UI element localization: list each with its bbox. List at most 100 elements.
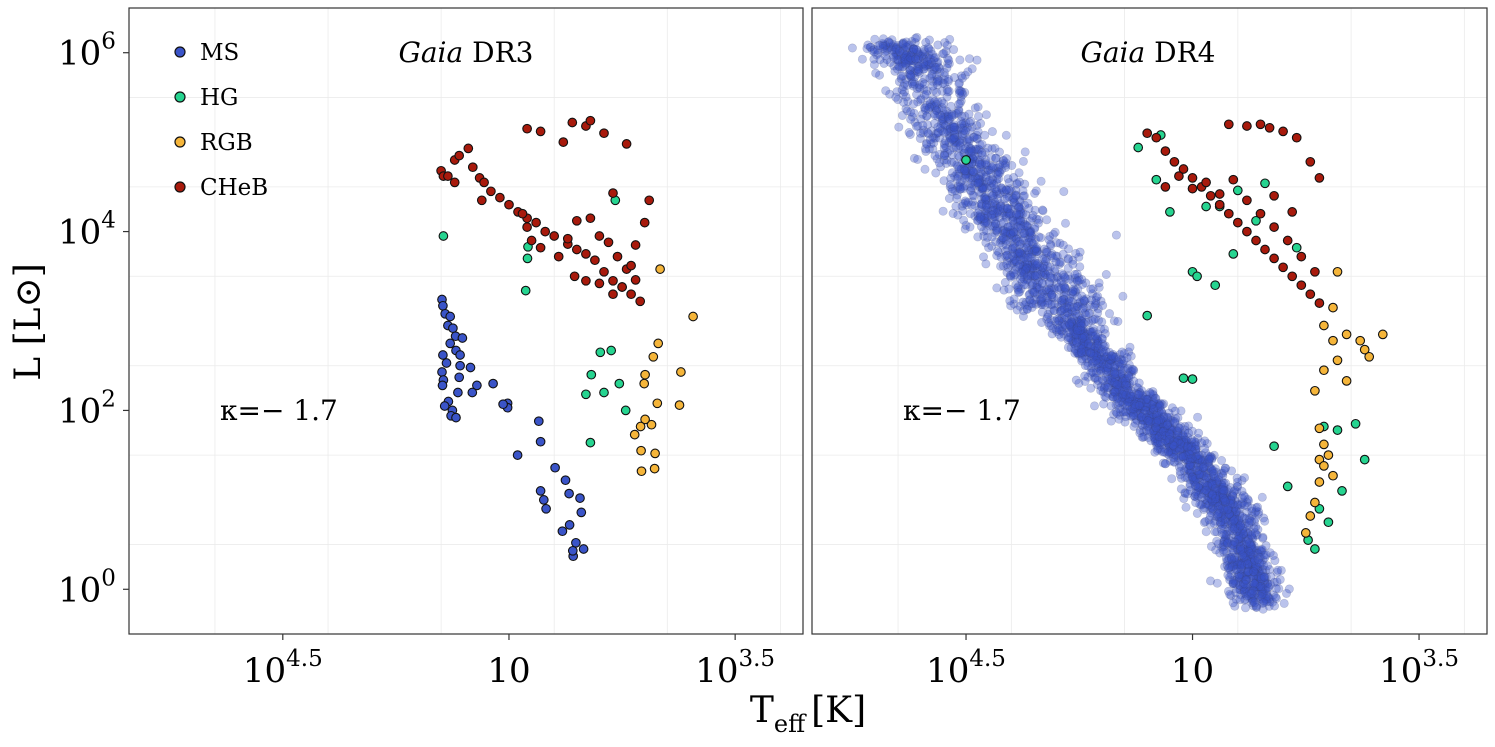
ms-point bbox=[1219, 510, 1229, 520]
ms-point bbox=[1018, 217, 1028, 227]
cheb-point bbox=[594, 231, 605, 241]
ms-point bbox=[1009, 299, 1019, 309]
ms-point bbox=[1114, 381, 1124, 391]
ms-point bbox=[1005, 204, 1015, 214]
ms-point bbox=[1225, 508, 1235, 518]
ms-point bbox=[1195, 499, 1205, 509]
ms-point bbox=[913, 49, 923, 59]
ms-point bbox=[1102, 351, 1112, 361]
hg-point bbox=[1178, 373, 1189, 384]
ms-point bbox=[1086, 347, 1096, 357]
ms-point bbox=[1105, 365, 1115, 375]
ms-point bbox=[1143, 418, 1153, 428]
ms-point bbox=[1030, 244, 1040, 254]
ms-point bbox=[1060, 272, 1070, 282]
ms-point bbox=[1117, 355, 1127, 365]
cheb-point bbox=[1282, 235, 1293, 246]
ms-point bbox=[1083, 372, 1093, 382]
ms-point bbox=[1060, 282, 1070, 292]
ms-point bbox=[1162, 418, 1172, 428]
ms-point bbox=[882, 55, 892, 65]
ms-point bbox=[441, 358, 452, 368]
ms-point bbox=[1248, 570, 1258, 580]
ms-point bbox=[1041, 285, 1051, 295]
ms-point bbox=[1067, 318, 1077, 328]
ms-point bbox=[973, 111, 983, 121]
ms-point bbox=[1249, 567, 1259, 577]
ms-point bbox=[1166, 416, 1176, 426]
rgb-point bbox=[639, 378, 650, 389]
rgb-point bbox=[640, 369, 650, 380]
ms-point bbox=[954, 99, 964, 109]
ms-point bbox=[1012, 230, 1022, 240]
ms-point bbox=[949, 143, 959, 153]
ms-point bbox=[1226, 562, 1236, 572]
ms-point bbox=[1244, 496, 1254, 506]
ms-point bbox=[939, 75, 949, 85]
ms-point bbox=[1163, 436, 1173, 446]
ms-point bbox=[1043, 296, 1053, 306]
ms-point bbox=[448, 323, 458, 334]
ms-point bbox=[1093, 337, 1103, 347]
panel-dr4-title: Gaia DR4 bbox=[1081, 36, 1216, 69]
ms-point bbox=[1216, 517, 1226, 527]
ms-point bbox=[994, 167, 1004, 177]
ms-point bbox=[998, 226, 1008, 236]
rgb-point bbox=[1300, 528, 1311, 538]
ms-point bbox=[1093, 291, 1103, 301]
ms-point bbox=[1229, 575, 1239, 585]
legend-marker-ms bbox=[174, 46, 186, 58]
ms-point bbox=[438, 350, 448, 360]
ms-point bbox=[1080, 308, 1090, 318]
ms-point bbox=[891, 51, 901, 61]
ms-point bbox=[1129, 403, 1139, 413]
legend: MS HG RGB CHeB bbox=[174, 40, 268, 201]
ms-point bbox=[1204, 481, 1214, 491]
ms-point bbox=[959, 164, 969, 174]
ms-point bbox=[955, 182, 965, 192]
ms-point bbox=[1250, 550, 1260, 560]
ms-point bbox=[931, 168, 941, 178]
ms-point bbox=[1036, 233, 1046, 243]
ms-point bbox=[1092, 332, 1102, 342]
ms-point bbox=[953, 182, 963, 192]
ms-point bbox=[1194, 466, 1204, 476]
ms-point bbox=[918, 125, 928, 135]
x-axis-title-rest: [K] bbox=[811, 690, 866, 731]
hg-point bbox=[1133, 142, 1144, 153]
ms-point bbox=[1159, 399, 1169, 409]
ms-point bbox=[1173, 422, 1183, 432]
ms-point bbox=[882, 43, 892, 53]
cheb-point bbox=[504, 199, 514, 210]
ms-point bbox=[1134, 403, 1144, 413]
ms-point bbox=[913, 121, 923, 131]
ms-point bbox=[1116, 407, 1126, 417]
ms-point bbox=[1108, 357, 1118, 367]
ms-point bbox=[1007, 233, 1017, 243]
ms-point bbox=[998, 225, 1008, 235]
ms-point bbox=[1106, 401, 1116, 411]
ms-point bbox=[1179, 445, 1189, 455]
ms-point bbox=[1104, 359, 1114, 369]
ms-point bbox=[1074, 252, 1084, 262]
ms-point bbox=[1015, 249, 1025, 259]
ms-point bbox=[1244, 520, 1254, 530]
ms-point bbox=[896, 71, 906, 81]
cheb-point bbox=[567, 117, 578, 128]
ms-point bbox=[1252, 546, 1262, 556]
ms-point bbox=[1068, 255, 1078, 265]
ms-point bbox=[445, 338, 456, 349]
legend-marker-rgb bbox=[174, 136, 186, 148]
x-tick-base: 10 bbox=[243, 651, 286, 691]
ms-point bbox=[1013, 287, 1023, 297]
cheb-point bbox=[1305, 289, 1316, 300]
ms-point bbox=[1192, 492, 1202, 502]
ms-point bbox=[1262, 579, 1272, 589]
ms-point bbox=[1157, 409, 1167, 419]
cheb-point bbox=[571, 244, 582, 255]
ms-point bbox=[1109, 363, 1119, 373]
ms-point bbox=[919, 64, 929, 74]
y-tick-exp: 6 bbox=[101, 29, 116, 55]
ms-point bbox=[1068, 286, 1078, 296]
